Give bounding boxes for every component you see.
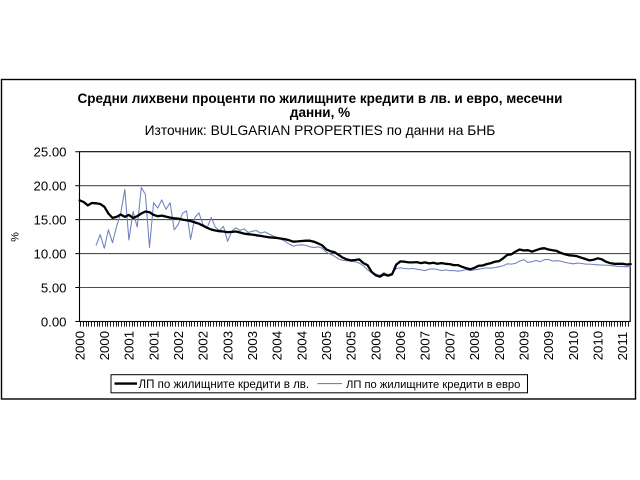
svg-text:2010: 2010: [566, 331, 581, 360]
svg-text:2002: 2002: [171, 331, 186, 360]
svg-text:2001: 2001: [122, 331, 137, 360]
svg-text:15.00: 15.00: [33, 213, 66, 228]
svg-text:2008: 2008: [492, 331, 507, 360]
svg-text:Средни лихвени проценти по жил: Средни лихвени проценти по жилищните кре…: [78, 91, 563, 106]
svg-text:0.00: 0.00: [41, 315, 67, 330]
svg-text:2005: 2005: [344, 331, 359, 360]
svg-text:2003: 2003: [220, 331, 235, 360]
svg-text:2004: 2004: [294, 331, 309, 360]
svg-text:2008: 2008: [467, 331, 482, 360]
svg-text:2007: 2007: [442, 331, 457, 360]
svg-text:2007: 2007: [418, 331, 433, 360]
svg-text:2009: 2009: [541, 331, 556, 360]
svg-text:данни, %: данни, %: [290, 105, 350, 120]
svg-text:2002: 2002: [196, 331, 211, 360]
svg-text:Източник: BULGARIAN PROPERTIES: Източник: BULGARIAN PROPERTIES по данни …: [145, 123, 496, 138]
svg-text:2004: 2004: [270, 331, 285, 360]
svg-text:10.00: 10.00: [33, 247, 66, 262]
svg-text:ЛП по жилищните кредити в евро: ЛП по жилищните кредити в евро: [346, 379, 520, 391]
svg-text:20.00: 20.00: [33, 179, 66, 194]
svg-text:ЛП по жилищните кредити в лв.: ЛП по жилищните кредити в лв.: [139, 379, 310, 391]
svg-text:2000: 2000: [72, 331, 87, 360]
svg-text:2005: 2005: [319, 331, 334, 360]
svg-text:2010: 2010: [591, 331, 606, 360]
svg-text:2006: 2006: [368, 331, 383, 360]
svg-text:2001: 2001: [146, 331, 161, 360]
svg-text:2000: 2000: [97, 331, 112, 360]
svg-text:2006: 2006: [393, 331, 408, 360]
svg-text:%: %: [9, 232, 21, 242]
svg-text:5.00: 5.00: [41, 281, 67, 296]
svg-text:2003: 2003: [245, 331, 260, 360]
svg-text:2009: 2009: [517, 331, 532, 360]
svg-text:2011: 2011: [615, 332, 630, 360]
svg-text:25.00: 25.00: [33, 145, 66, 160]
